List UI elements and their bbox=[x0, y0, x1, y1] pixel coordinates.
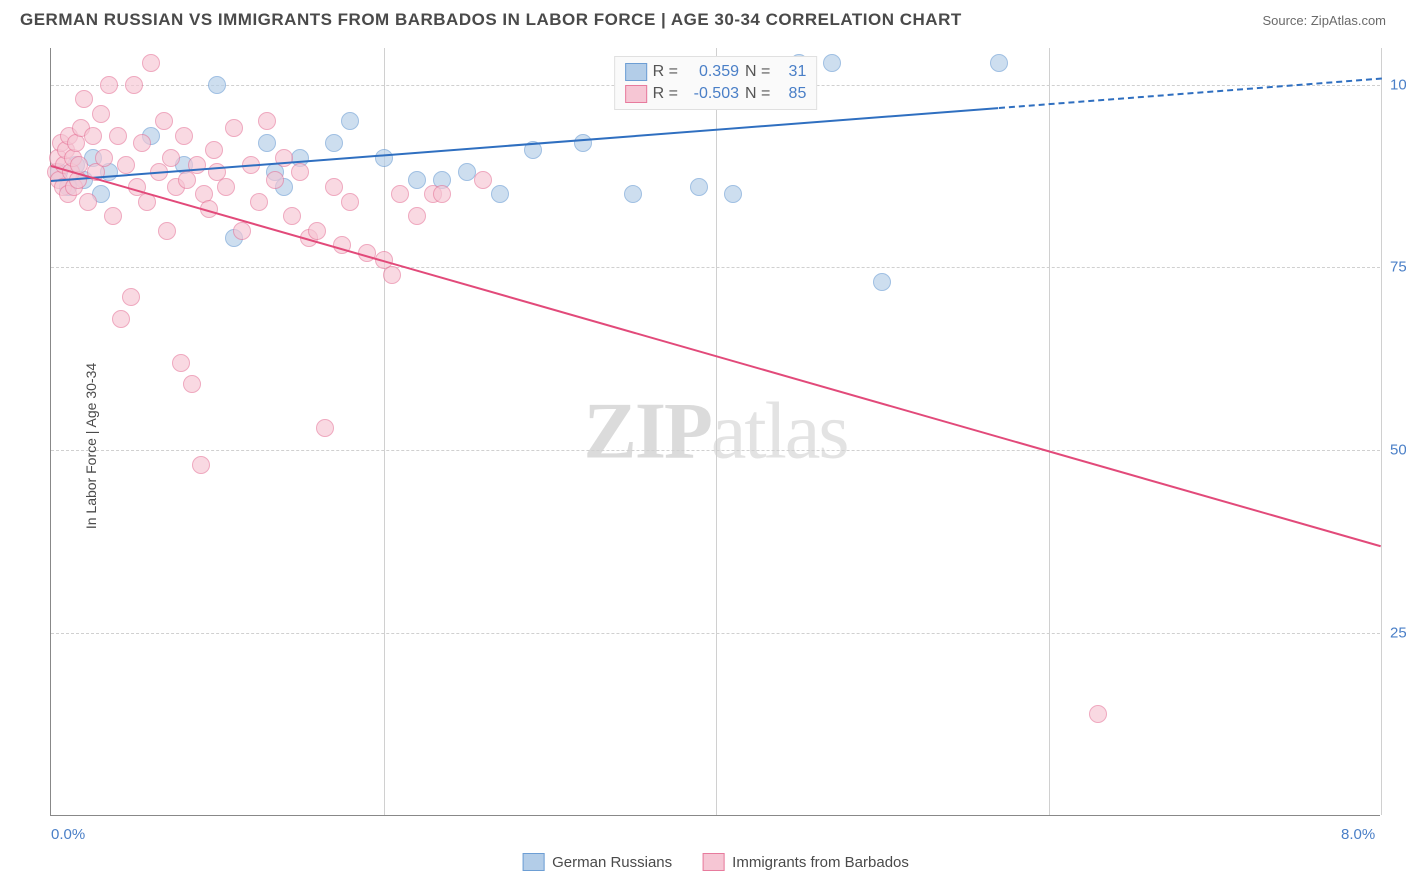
legend-swatch bbox=[625, 63, 647, 81]
scatter-point bbox=[574, 134, 592, 152]
legend-label: Immigrants from Barbados bbox=[732, 854, 909, 871]
r-label: R = bbox=[653, 85, 678, 103]
scatter-point bbox=[341, 112, 359, 130]
scatter-point bbox=[433, 185, 451, 203]
r-label: R = bbox=[653, 63, 678, 81]
scatter-point bbox=[408, 207, 426, 225]
y-tick-label: 100.0% bbox=[1390, 76, 1406, 93]
scatter-point bbox=[283, 207, 301, 225]
legend-item: German Russians bbox=[522, 853, 672, 871]
scatter-plot: ZIPatlas 25.0%50.0%75.0%100.0%0.0%8.0%R … bbox=[50, 48, 1380, 816]
n-label: N = bbox=[745, 63, 770, 81]
scatter-point bbox=[192, 456, 210, 474]
scatter-point bbox=[233, 222, 251, 240]
scatter-point bbox=[208, 76, 226, 94]
n-label: N = bbox=[745, 85, 770, 103]
gridline-v bbox=[716, 48, 717, 815]
scatter-point bbox=[217, 178, 235, 196]
chart-header: GERMAN RUSSIAN VS IMMIGRANTS FROM BARBAD… bbox=[0, 0, 1406, 40]
scatter-point bbox=[133, 134, 151, 152]
trend-line bbox=[51, 107, 999, 182]
chart-title: GERMAN RUSSIAN VS IMMIGRANTS FROM BARBAD… bbox=[20, 10, 962, 30]
scatter-point bbox=[84, 127, 102, 145]
scatter-point bbox=[325, 178, 343, 196]
x-tick-label: 0.0% bbox=[51, 826, 85, 843]
scatter-point bbox=[175, 127, 193, 145]
scatter-point bbox=[823, 54, 841, 72]
scatter-point bbox=[109, 127, 127, 145]
r-value: 0.359 bbox=[684, 63, 739, 81]
series-legend: German Russians Immigrants from Barbados bbox=[522, 853, 909, 871]
legend-swatch bbox=[702, 853, 724, 871]
scatter-point bbox=[92, 105, 110, 123]
scatter-point bbox=[158, 222, 176, 240]
x-tick-label: 8.0% bbox=[1341, 826, 1375, 843]
r-value: -0.503 bbox=[684, 85, 739, 103]
scatter-point bbox=[104, 207, 122, 225]
scatter-point bbox=[250, 193, 268, 211]
scatter-point bbox=[142, 54, 160, 72]
scatter-point bbox=[95, 149, 113, 167]
scatter-point bbox=[383, 266, 401, 284]
scatter-point bbox=[122, 288, 140, 306]
gridline-v bbox=[1381, 48, 1382, 815]
scatter-point bbox=[162, 149, 180, 167]
scatter-point bbox=[724, 185, 742, 203]
legend-swatch bbox=[625, 85, 647, 103]
scatter-point bbox=[474, 171, 492, 189]
scatter-point bbox=[491, 185, 509, 203]
scatter-point bbox=[172, 354, 190, 372]
scatter-point bbox=[624, 185, 642, 203]
scatter-point bbox=[325, 134, 343, 152]
scatter-point bbox=[990, 54, 1008, 72]
scatter-point bbox=[125, 76, 143, 94]
scatter-point bbox=[308, 222, 326, 240]
scatter-point bbox=[690, 178, 708, 196]
scatter-point bbox=[205, 141, 223, 159]
legend-item: Immigrants from Barbados bbox=[702, 853, 909, 871]
scatter-point bbox=[873, 273, 891, 291]
scatter-point bbox=[375, 149, 393, 167]
scatter-point bbox=[79, 193, 97, 211]
scatter-point bbox=[266, 171, 284, 189]
scatter-point bbox=[75, 90, 93, 108]
legend-swatch bbox=[522, 853, 544, 871]
scatter-point bbox=[225, 119, 243, 137]
y-tick-label: 50.0% bbox=[1390, 442, 1406, 459]
scatter-point bbox=[183, 375, 201, 393]
scatter-point bbox=[117, 156, 135, 174]
scatter-point bbox=[100, 76, 118, 94]
scatter-point bbox=[291, 163, 309, 181]
scatter-point bbox=[341, 193, 359, 211]
n-value: 85 bbox=[776, 85, 806, 103]
n-value: 31 bbox=[776, 63, 806, 81]
scatter-point bbox=[155, 112, 173, 130]
scatter-point bbox=[408, 171, 426, 189]
scatter-point bbox=[316, 419, 334, 437]
correlation-legend: R = 0.359 N = 31 R = -0.503 N = 85 bbox=[614, 56, 818, 110]
legend-label: German Russians bbox=[552, 854, 672, 871]
y-tick-label: 75.0% bbox=[1390, 259, 1406, 276]
scatter-point bbox=[391, 185, 409, 203]
scatter-point bbox=[112, 310, 130, 328]
scatter-point bbox=[258, 112, 276, 130]
scatter-point bbox=[258, 134, 276, 152]
scatter-point bbox=[458, 163, 476, 181]
scatter-point bbox=[1089, 705, 1107, 723]
y-tick-label: 25.0% bbox=[1390, 625, 1406, 642]
scatter-point bbox=[188, 156, 206, 174]
gridline-v bbox=[1049, 48, 1050, 815]
trend-line bbox=[999, 77, 1382, 108]
chart-source: Source: ZipAtlas.com bbox=[1262, 13, 1386, 28]
